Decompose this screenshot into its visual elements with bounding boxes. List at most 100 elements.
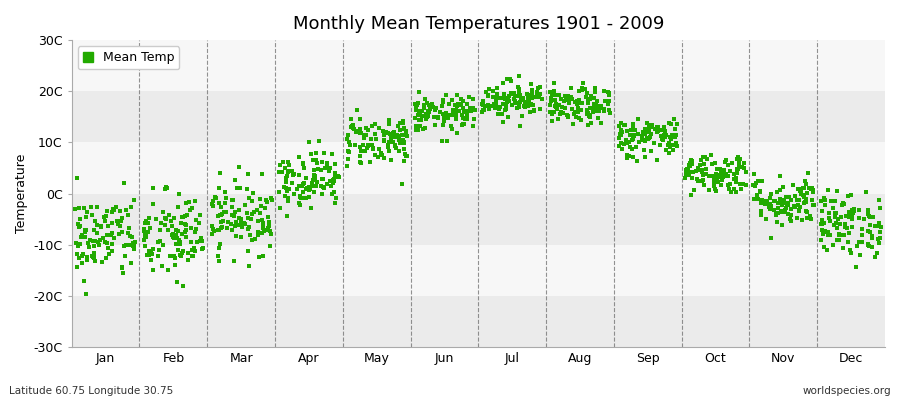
Point [478,103,492,109]
Point [117,179,131,186]
Point [841,193,855,199]
Point [841,239,855,245]
Point [455,121,470,127]
Point [860,209,875,215]
Point [638,138,652,145]
Point [784,206,798,212]
Point [498,106,512,113]
Point [153,238,167,244]
Point [397,140,411,146]
Point [365,123,380,129]
Point [356,142,370,148]
Point [775,209,789,216]
Point [238,221,252,227]
Point [324,183,338,189]
Point [572,115,586,121]
Point [76,205,91,211]
Point [170,228,184,234]
Point [363,158,377,165]
Point [231,221,246,228]
Point [225,227,239,234]
Point [212,226,226,233]
Point [861,228,876,234]
Point [716,173,730,180]
Point [855,232,869,239]
Point [216,208,230,215]
Point [623,132,637,138]
Point [393,140,408,146]
Point [747,196,761,202]
Point [821,232,835,238]
Point [72,224,86,230]
Point [658,134,672,140]
Point [95,234,110,241]
Point [169,241,184,248]
Point [382,139,396,145]
Point [446,106,461,113]
Point [518,104,533,110]
Point [842,209,856,216]
Point [392,136,407,143]
Point [725,160,740,166]
Point [722,186,736,192]
Point [872,220,886,226]
Point [843,192,858,198]
Point [155,262,169,269]
Point [863,214,878,220]
Point [286,191,301,197]
Point [173,239,187,245]
Point [169,279,184,285]
Point [353,126,367,133]
Point [788,193,802,199]
Point [299,175,313,181]
Point [517,102,531,109]
Point [602,92,616,98]
Point [781,202,796,208]
Point [826,205,841,212]
Bar [72,91,885,142]
Point [466,96,481,103]
Point [440,113,454,119]
Point [360,145,374,152]
Bar [72,40,885,91]
Point [580,122,595,128]
Point [590,105,604,112]
Point [282,168,296,174]
Point [832,221,847,228]
Point [704,152,718,158]
Point [780,200,795,206]
Point [303,186,318,193]
Point [206,226,220,232]
Point [755,197,770,204]
Point [589,108,603,114]
Point [276,183,291,190]
Point [224,212,238,218]
Point [503,76,517,83]
Point [822,215,836,222]
Point [518,99,532,106]
Point [280,172,294,179]
Point [423,106,437,112]
Point [561,113,575,120]
Point [644,122,658,128]
Point [635,133,650,139]
Point [314,176,328,182]
Point [272,168,286,175]
Point [690,178,705,185]
Point [410,112,425,118]
Point [798,198,813,205]
Point [588,105,602,111]
Point [525,91,539,98]
Point [778,206,793,213]
Point [535,96,549,102]
Point [304,180,319,186]
Point [751,178,765,185]
Point [81,240,95,246]
Point [582,114,597,120]
Point [683,160,698,167]
Point [79,291,94,297]
Y-axis label: Temperature: Temperature [15,154,28,233]
Point [310,160,324,166]
Point [861,243,876,249]
Point [104,209,119,216]
